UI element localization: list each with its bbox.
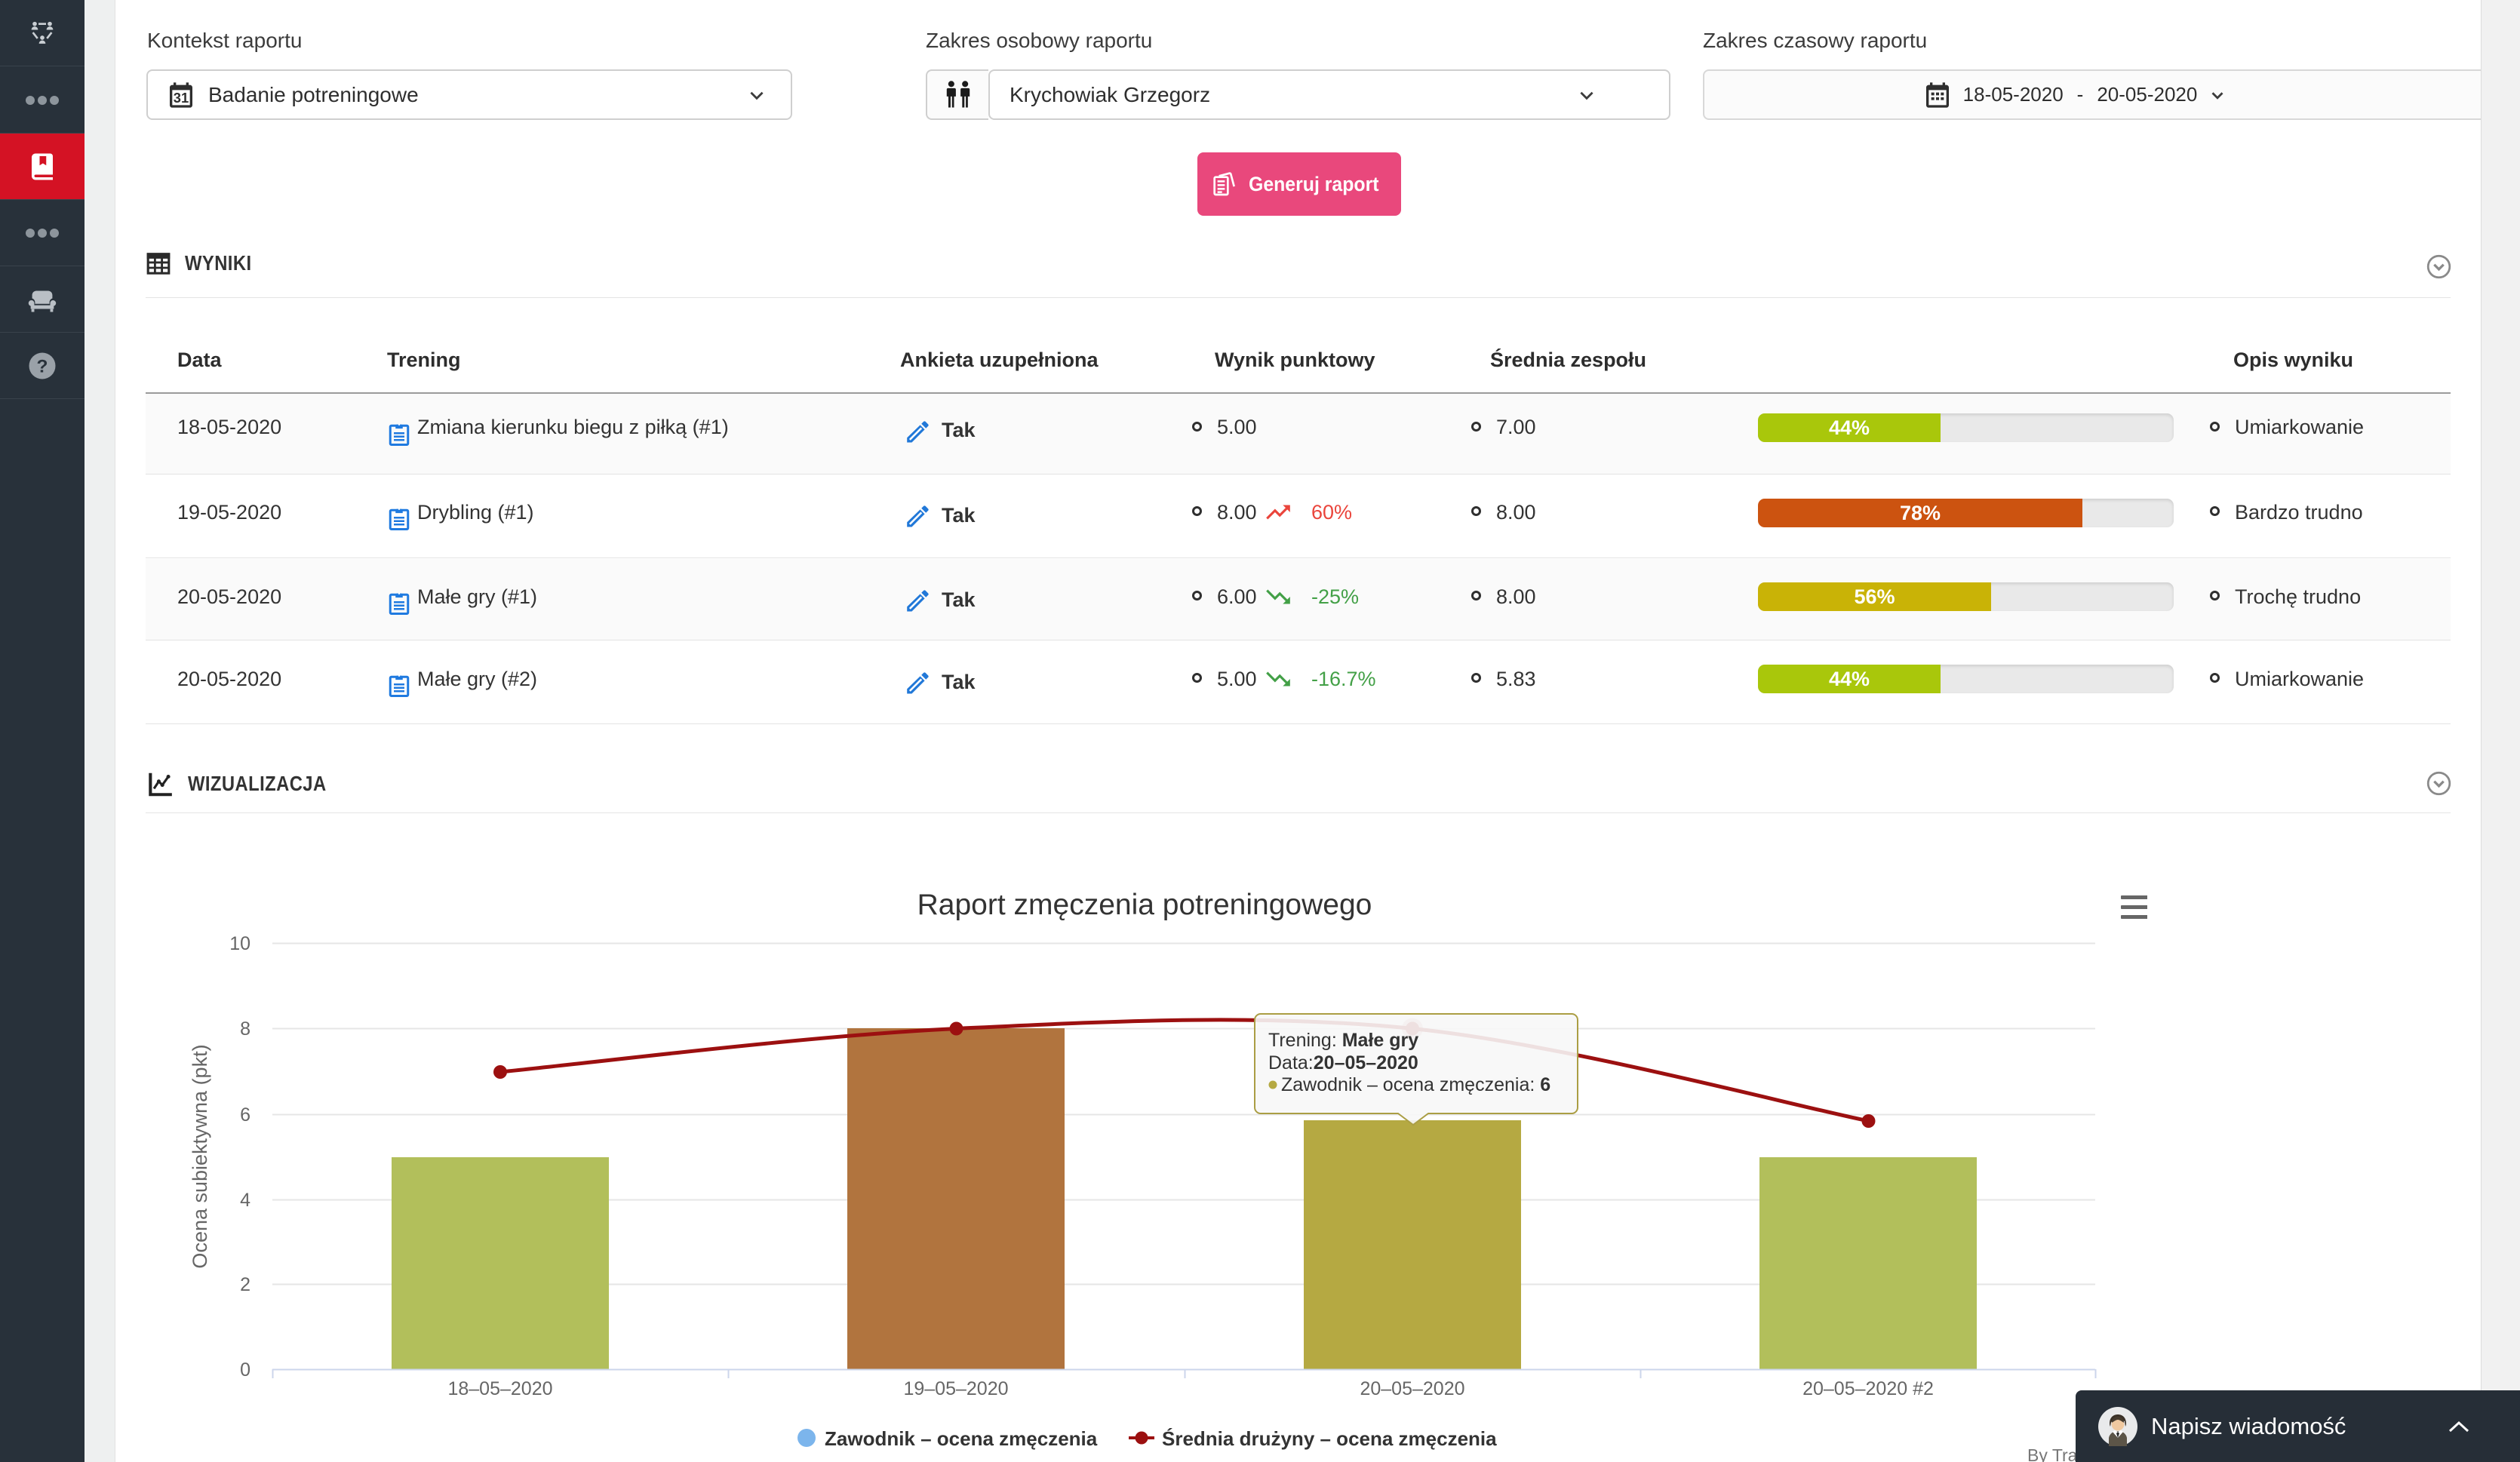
svg-text:2: 2 [240,1274,250,1295]
svg-text:Średnia drużyny – ocena zmęcze: Średnia drużyny – ocena zmęczenia [1162,1427,1497,1450]
svg-text:31: 31 [174,90,189,106]
svg-text:10: 10 [229,933,250,954]
svg-text:Raport zmęczenia potreningoweg: Raport zmęczenia potreningowego [917,889,1372,921]
svg-text:Zawodnik – ocena zmęczenia: 6: Zawodnik – ocena zmęczenia: 6 [1281,1074,1550,1095]
svg-text:20–05–2020 #2: 20–05–2020 #2 [1802,1378,1934,1399]
svg-text:Zawodnik – ocena zmęczenia: Zawodnik – ocena zmęczenia [825,1427,1098,1450]
svg-text:20–05–2020: 20–05–2020 [1360,1378,1464,1399]
svg-text:18–05–2020: 18–05–2020 [447,1378,552,1399]
svg-text:19–05–2020: 19–05–2020 [903,1378,1008,1399]
svg-text:8: 8 [240,1018,250,1040]
svg-text:?: ? [37,356,48,376]
svg-text:Ocena subiektywna (pkt): Ocena subiektywna (pkt) [189,1044,211,1268]
svg-text:0: 0 [240,1359,250,1381]
svg-text:Data:20–05–2020: Data:20–05–2020 [1268,1052,1418,1073]
svg-text:Trening: Małe gry: Trening: Małe gry [1268,1030,1418,1051]
svg-text:4: 4 [240,1190,250,1211]
svg-text:6: 6 [240,1104,250,1126]
